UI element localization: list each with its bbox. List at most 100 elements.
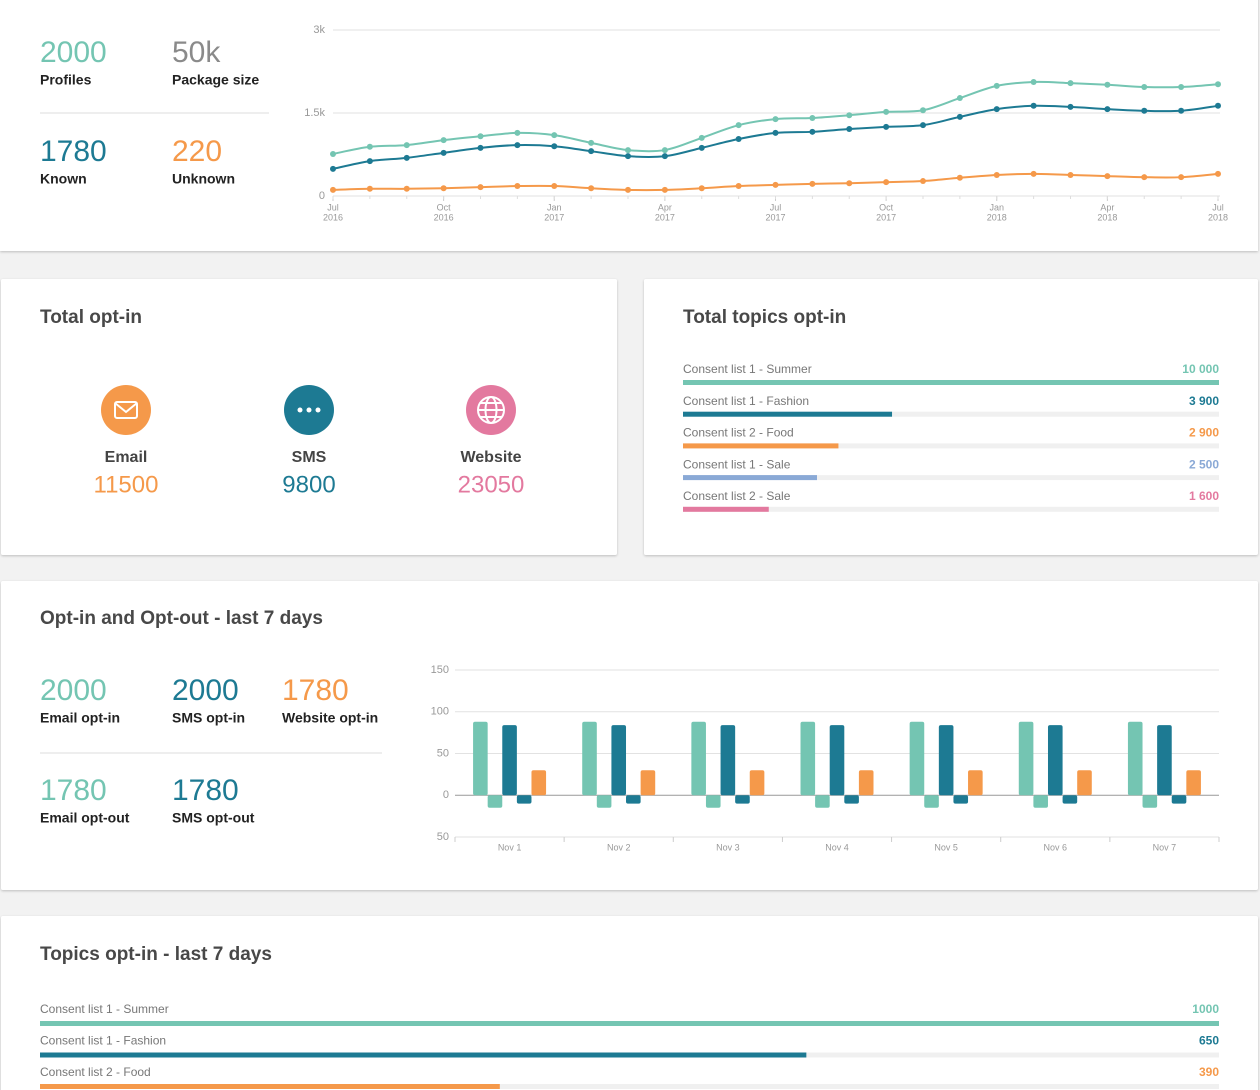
point bbox=[1215, 170, 1221, 177]
point bbox=[883, 108, 890, 115]
item-value: 1 600 bbox=[1189, 489, 1219, 503]
y-tick-label: 50 bbox=[437, 747, 449, 759]
stat-label: Profiles bbox=[40, 72, 92, 88]
sms-icon bbox=[315, 407, 321, 413]
point bbox=[330, 150, 336, 157]
point bbox=[698, 185, 705, 192]
point bbox=[956, 95, 963, 102]
point bbox=[1215, 81, 1221, 88]
bar bbox=[516, 795, 532, 804]
x-tick-label: 2017 bbox=[544, 212, 564, 222]
stat-value: 50k bbox=[172, 36, 221, 69]
bar bbox=[909, 721, 925, 796]
y-tick-label: 100 bbox=[431, 706, 449, 718]
point bbox=[1030, 102, 1037, 109]
x-tick-label: Apr bbox=[1100, 202, 1114, 212]
point bbox=[846, 180, 853, 187]
bar-track bbox=[683, 475, 1219, 481]
point bbox=[661, 186, 668, 193]
x-tick-label: Jan bbox=[989, 202, 1004, 212]
bar bbox=[473, 721, 488, 796]
point bbox=[1030, 79, 1037, 86]
stat-label: SMS opt-out bbox=[172, 810, 255, 826]
point bbox=[440, 137, 447, 144]
y-tick-label: 1.5k bbox=[304, 107, 325, 119]
point bbox=[1104, 106, 1111, 113]
stat-value: 1780 bbox=[40, 135, 107, 168]
x-tick-label: Nov 3 bbox=[716, 842, 740, 852]
bar bbox=[1077, 770, 1092, 796]
bar bbox=[1018, 721, 1034, 796]
bar bbox=[844, 795, 859, 804]
point bbox=[330, 165, 336, 172]
point bbox=[403, 154, 410, 161]
y-tick-label: 0 bbox=[319, 190, 325, 202]
item-name: Consent list 2 - Sale bbox=[683, 489, 791, 503]
stat-value: 1780 bbox=[282, 674, 349, 707]
channel-name: Website bbox=[460, 449, 521, 466]
point bbox=[551, 183, 558, 190]
item-value: 390 bbox=[1199, 1065, 1219, 1079]
y-tick-label: 0 bbox=[443, 789, 449, 801]
stat-label: Website opt-in bbox=[282, 710, 378, 726]
bar bbox=[953, 795, 969, 804]
point bbox=[920, 178, 926, 185]
x-tick-label: Oct bbox=[437, 202, 452, 212]
point bbox=[883, 123, 890, 130]
bar bbox=[502, 725, 517, 796]
bar bbox=[40, 1052, 807, 1058]
bar bbox=[1047, 725, 1063, 796]
item-name: Consent list 1 - Fashion bbox=[40, 1034, 166, 1048]
x-tick-label: 2017 bbox=[655, 212, 675, 222]
bar bbox=[596, 795, 612, 808]
x-tick-label: Nov 6 bbox=[1044, 842, 1068, 852]
item-name: Consent list 1 - Summer bbox=[683, 362, 812, 376]
point bbox=[1141, 174, 1148, 181]
bar bbox=[938, 725, 954, 796]
point bbox=[883, 179, 890, 186]
point bbox=[809, 180, 816, 187]
point bbox=[698, 134, 705, 141]
point bbox=[735, 136, 742, 143]
x-tick-label: 2017 bbox=[765, 212, 785, 222]
x-tick-label: Nov 4 bbox=[825, 842, 849, 852]
channel-name: SMS bbox=[292, 449, 327, 466]
point bbox=[1067, 171, 1074, 178]
point bbox=[993, 82, 1000, 89]
point bbox=[1067, 80, 1074, 87]
point bbox=[735, 183, 742, 190]
bar bbox=[531, 770, 547, 796]
point bbox=[625, 153, 631, 160]
x-tick-label: Nov 1 bbox=[498, 842, 522, 852]
point bbox=[366, 143, 373, 150]
y-tick-label: 50 bbox=[437, 831, 449, 843]
bar bbox=[829, 725, 845, 796]
item-value: 1000 bbox=[1192, 1002, 1219, 1016]
item-name: Consent list 1 - Fashion bbox=[683, 394, 809, 408]
point bbox=[661, 147, 668, 154]
point bbox=[846, 112, 853, 119]
point bbox=[625, 147, 631, 154]
point bbox=[661, 153, 668, 160]
panel-title: Total opt-in bbox=[40, 307, 142, 328]
item-value: 3 900 bbox=[1189, 394, 1219, 408]
bar bbox=[683, 380, 1219, 385]
point bbox=[1141, 83, 1148, 90]
stat-value: 2000 bbox=[172, 674, 239, 707]
point bbox=[588, 139, 595, 146]
sms-icon bbox=[306, 407, 312, 413]
point bbox=[551, 132, 558, 139]
point bbox=[1104, 81, 1111, 88]
panel-title: Total topics opt-in bbox=[683, 307, 846, 328]
email-icon bbox=[114, 401, 138, 419]
bar bbox=[735, 795, 750, 804]
panel-title: Topics opt-in - last 7 days bbox=[40, 944, 272, 965]
item-value: 10 000 bbox=[1182, 362, 1219, 376]
x-tick-label: 2018 bbox=[1097, 212, 1117, 222]
bar bbox=[800, 721, 816, 796]
channel-icons bbox=[114, 396, 505, 424]
point bbox=[514, 129, 521, 136]
point bbox=[330, 186, 336, 193]
item-name: Consent list 2 - Food bbox=[683, 426, 794, 440]
